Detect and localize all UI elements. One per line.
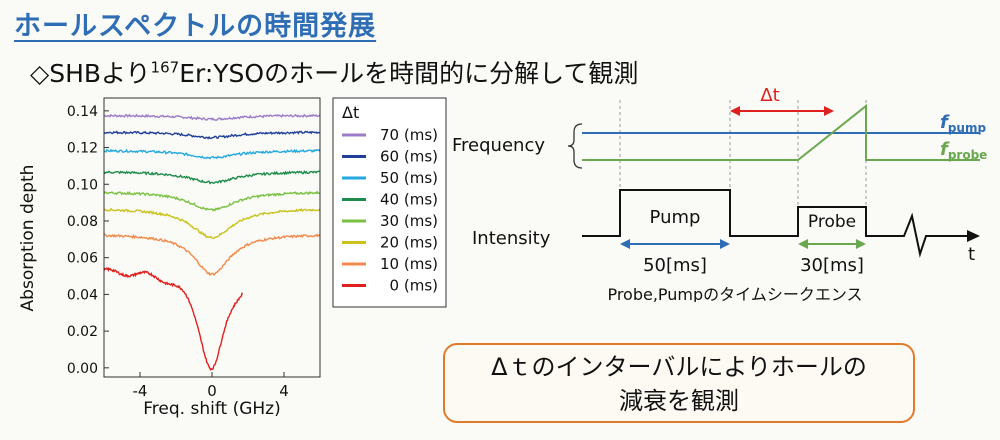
legend-entries: 70 (ms) 60 (ms) 50 (ms) 40 (ms) 30 (ms) 20 (m… xyxy=(342,126,438,295)
y-tick-label: 0.10 xyxy=(67,177,98,193)
delta-t-arrowhead-left xyxy=(730,106,740,116)
legend-entry-label: 50 (ms) xyxy=(380,169,438,187)
slide-title: ホールスペクトルの時間発展 xyxy=(14,11,377,42)
legend: Δt 70 (ms) 60 (ms) 50 (ms) 40 (ms) 30 (ms) 20… xyxy=(332,97,447,308)
series-line-70ms xyxy=(103,113,321,121)
y-axis-label: Absorption depth xyxy=(18,165,38,312)
probe-label: Probe xyxy=(808,212,856,232)
legend-entry-label: 40 (ms) xyxy=(380,191,438,209)
series-line-50ms xyxy=(103,148,321,160)
frequency-brace xyxy=(567,123,583,169)
legend-entry-label: 20 (ms) xyxy=(380,234,438,252)
pump-duration-arrowhead-right xyxy=(720,239,730,249)
y-tick-label: 0.04 xyxy=(67,287,98,303)
legend-title: Δt xyxy=(342,103,359,122)
y-tick-label: 0.02 xyxy=(67,324,98,340)
time-axis-label: t xyxy=(968,244,975,265)
series-line-60ms xyxy=(103,130,321,140)
callout-line-2: 減衰を観測 xyxy=(619,387,739,415)
series-line-40ms xyxy=(103,169,321,185)
subtitle-prefix: ◇SHBより xyxy=(30,59,151,88)
timing-caption: Probe,Pumpのタイムシークエンス xyxy=(607,285,862,302)
y-tick-label: 0.12 xyxy=(67,141,98,157)
delta-t-label: Δt xyxy=(760,85,779,106)
series-line-30ms xyxy=(103,190,321,212)
intensity-label: Intensity xyxy=(472,228,551,249)
plot-layer xyxy=(103,113,321,371)
x-tick-label: -4 xyxy=(133,382,148,400)
series-line-20ms xyxy=(103,207,321,240)
y-tick-label: 0.06 xyxy=(67,251,98,267)
legend-entry-label: 30 (ms) xyxy=(380,212,438,230)
f-pump-label: fpump xyxy=(940,112,986,135)
series-line-10ms xyxy=(103,233,321,277)
y-axis: 0.00 0.02 0.04 0.06 0.08 0.10 0.12 0.14 xyxy=(67,104,109,377)
y-tick-label: 0.08 xyxy=(67,214,98,230)
legend-frame xyxy=(332,97,447,308)
isotope-superscript: 167 xyxy=(150,58,180,77)
pump-duration-arrowhead-left xyxy=(620,239,630,249)
y-tick-label: 0.14 xyxy=(67,104,98,120)
f-probe-label: fprobe xyxy=(940,139,987,162)
legend-entry-label: 10 (ms) xyxy=(380,255,438,273)
x-axis: -4 0 4 xyxy=(133,372,289,400)
probe-duration-label: 30[ms] xyxy=(800,255,864,276)
y-tick-label: 0.00 xyxy=(67,361,98,377)
intensity-trace xyxy=(582,189,967,258)
subtitle-suffix: Er:YSOのホールを時間的に分解して観測 xyxy=(179,59,639,88)
pump-label: Pump xyxy=(650,207,701,228)
probe-frequency-line xyxy=(582,103,980,161)
callout-line-1: Δｔのインターバルによりホールの xyxy=(491,353,867,381)
probe-duration-arrowhead-left xyxy=(798,239,808,249)
frequency-label: Frequency xyxy=(452,135,545,156)
timing-diagram: Δt Frequency fpump fprobe Intensity Pump… xyxy=(452,85,987,302)
delta-t-arrowhead-right xyxy=(824,106,834,116)
x-axis-label: Freq. shift (GHz) xyxy=(143,399,280,419)
legend-entry-label: 60 (ms) xyxy=(380,148,438,166)
legend-entry-label: 70 (ms) xyxy=(380,126,438,144)
slide-subtitle: ◇SHBより167Er:YSOのホールを時間的に分解して観測 xyxy=(30,54,638,90)
pump-duration-label: 50[ms] xyxy=(643,255,707,276)
probe-duration-arrowhead-right xyxy=(856,239,866,249)
legend-entry-label: 0 (ms) xyxy=(390,277,438,295)
time-axis-arrowhead xyxy=(967,230,980,242)
x-tick-label: 0 xyxy=(207,382,217,400)
series-line-0ms xyxy=(103,266,244,371)
conclusion-callout: Δｔのインターバルによりホールの 減衰を観測 xyxy=(443,343,915,423)
x-tick-label: 4 xyxy=(279,382,289,400)
hole-spectrum-chart: 0.00 0.02 0.04 0.06 0.08 0.10 0.12 0.14 -4 0 4 Fr… xyxy=(18,97,447,419)
